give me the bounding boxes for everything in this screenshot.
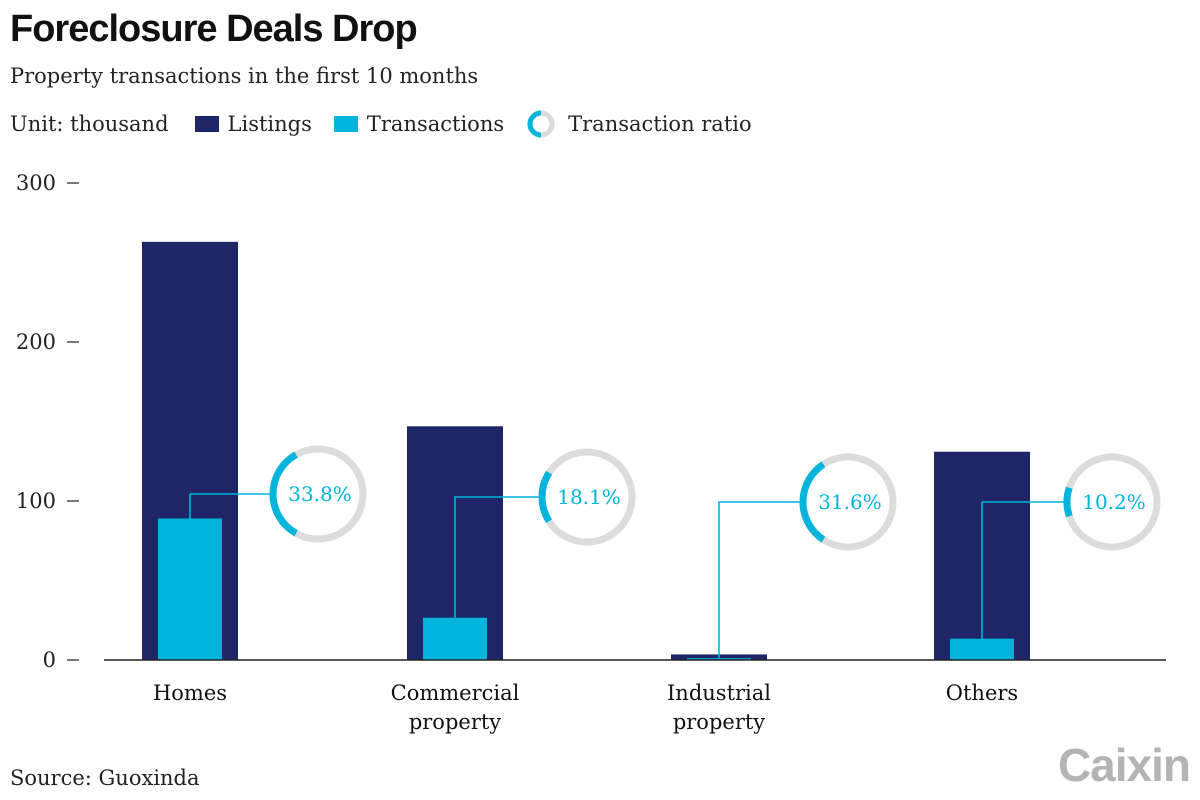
legend-item-ratio: Transaction ratio [526, 109, 752, 139]
category-label-industrial-property: Industrial property [667, 681, 771, 734]
y-tick-label-100: 100 [16, 489, 56, 513]
connector-industrial-property [718, 501, 803, 659]
legend-label-transactions: Transactions [366, 112, 505, 136]
chart-title: Foreclosure Deals Drop [10, 8, 418, 50]
bar-transactions-others [950, 638, 1014, 660]
ratio-ring-arc-others [1063, 486, 1073, 518]
bar-transactions-industrial-property [687, 658, 751, 660]
legend-label-listings: Listings [227, 112, 312, 136]
ring-icon [527, 110, 555, 138]
category-label-commercial-property: Commercial property [391, 681, 520, 734]
connector-commercial-property [454, 496, 542, 618]
legend-item-listings: Listings [194, 112, 312, 136]
caixin-logo: Caixin [1057, 739, 1191, 791]
ratio-label-commercial-property: 18.1% [557, 485, 621, 509]
y-tick-label-300: 300 [16, 171, 56, 195]
unit-label: Unit: thousand [10, 112, 169, 136]
ratio-label-homes: 33.8% [288, 482, 352, 506]
legend-item-transactions: Transactions [333, 112, 505, 136]
source-note: Source: Guoxinda [10, 766, 200, 790]
ratio-ring-arc-commercial-property [538, 470, 553, 524]
category-label-homes: Homes [153, 681, 227, 705]
legend-swatch-listings [194, 116, 219, 132]
bar-transactions-homes [158, 518, 222, 660]
connector-others [981, 501, 1067, 639]
legend: Unit: thousand Listings Transactions Tra… [10, 109, 774, 139]
ratio-label-industrial-property: 31.6% [818, 490, 882, 514]
ratio-label-others: 10.2% [1082, 490, 1146, 514]
connector-homes [189, 493, 273, 519]
y-tick-label-0: 0 [43, 648, 56, 672]
category-label-others: Others [946, 681, 1018, 705]
legend-swatch-transactions [333, 116, 358, 132]
bar-transactions-commercial-property [423, 617, 487, 660]
chart-subtitle: Property transactions in the first 10 mo… [10, 64, 479, 88]
legend-label-ratio: Transaction ratio [568, 112, 752, 136]
ratio-ring-arc-industrial-property [799, 461, 826, 543]
y-tick-label-200: 200 [16, 330, 56, 354]
ratio-ring-arc-homes [269, 451, 298, 537]
